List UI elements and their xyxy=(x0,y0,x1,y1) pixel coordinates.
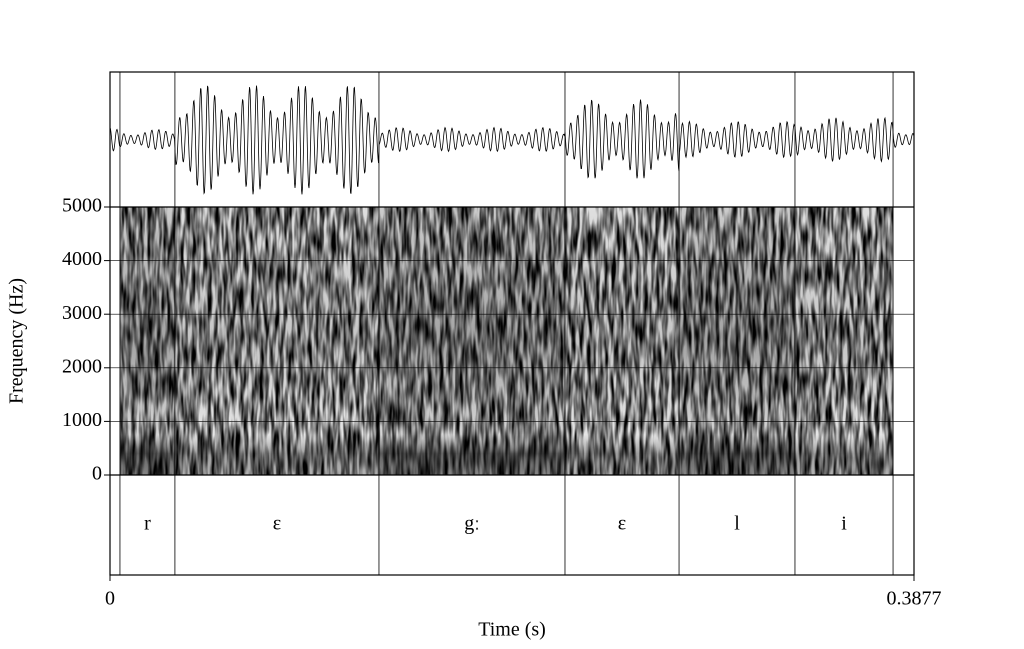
segment-label: r xyxy=(144,513,151,535)
waveform xyxy=(109,85,915,195)
y-axis-label: Frequency (Hz) xyxy=(6,278,28,404)
y-tick-label: 4000 xyxy=(62,248,102,270)
y-tick-label: 2000 xyxy=(62,355,102,377)
spectrogram-shade xyxy=(378,207,565,475)
y-tick-label: 0 xyxy=(92,463,102,485)
y-tick-label: 3000 xyxy=(62,302,102,324)
y-tick-label: 5000 xyxy=(62,195,102,217)
y-tick-label: 1000 xyxy=(62,409,102,431)
segment-label: gː xyxy=(464,513,480,535)
plot-frame xyxy=(109,71,915,576)
x-tick-label: 0 xyxy=(105,588,115,610)
x-tick-label: 0.3877 xyxy=(887,588,942,610)
spectrogram-shade xyxy=(794,207,894,475)
segment-label: ɛ xyxy=(618,513,626,535)
segment-label: l xyxy=(734,513,740,535)
spectrogram-shade xyxy=(564,207,680,475)
segment-label: i xyxy=(841,513,847,535)
spectrogram-shade xyxy=(679,207,795,475)
segment-label: ɛ xyxy=(273,513,281,535)
x-axis-label: Time (s) xyxy=(478,619,546,641)
spectrogram xyxy=(119,207,894,475)
spectrogram-shade xyxy=(174,207,379,475)
spectrogram-shade xyxy=(119,207,175,475)
